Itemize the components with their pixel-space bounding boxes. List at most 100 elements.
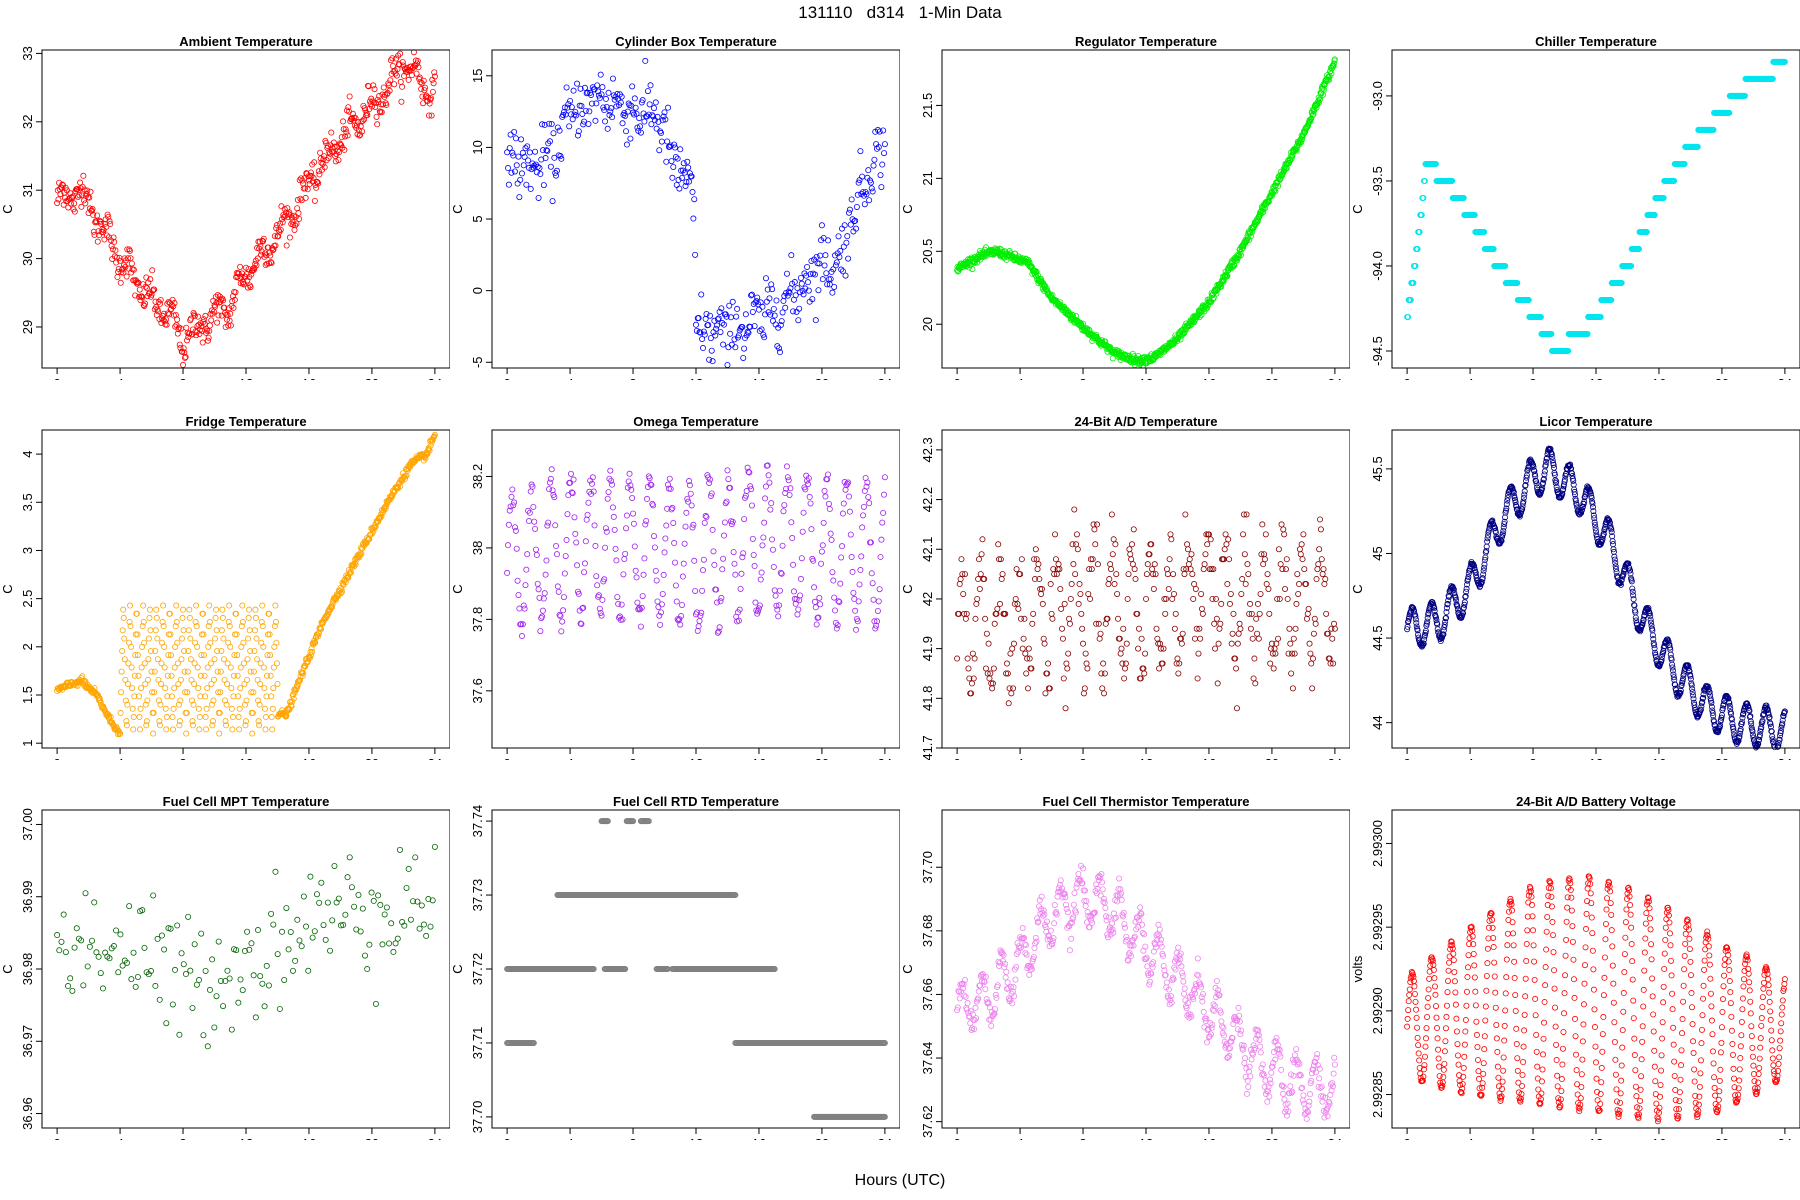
data-point (149, 689, 156, 696)
data-point (1446, 593, 1453, 600)
data-point (1578, 509, 1585, 516)
data-point (1331, 60, 1338, 67)
data-point (836, 253, 843, 260)
data-point (248, 271, 255, 278)
data-point (174, 316, 181, 323)
data-point (253, 262, 260, 269)
y-tick-label: 42 (920, 592, 935, 606)
data-point (1504, 494, 1511, 501)
data-point (160, 602, 167, 609)
data-point (825, 500, 832, 507)
data-point (272, 602, 279, 609)
data-point (413, 70, 420, 77)
data-point (1184, 541, 1191, 548)
data-point (74, 186, 81, 193)
data-point (1122, 660, 1129, 667)
data-point (870, 596, 877, 603)
data-point (211, 656, 218, 663)
data-point (1238, 246, 1245, 253)
data-point (802, 285, 809, 292)
data-point (1149, 566, 1156, 573)
chart-title: Ambient Temperature (179, 34, 312, 49)
data-point (1442, 615, 1449, 622)
data-point (877, 553, 884, 560)
data-point (169, 714, 176, 721)
data-point (1306, 640, 1313, 647)
data-point (231, 631, 238, 638)
data-point (1523, 472, 1530, 479)
data-point (584, 511, 591, 518)
data-point (134, 652, 141, 659)
data-point (273, 639, 280, 646)
data-point (832, 262, 839, 269)
data-point (708, 347, 715, 354)
data-point (105, 234, 112, 241)
data-point (1287, 640, 1294, 647)
data-point (685, 178, 692, 185)
data-point (1080, 640, 1087, 647)
data-point (138, 664, 145, 671)
data-point (1086, 566, 1093, 573)
data-point (727, 330, 734, 337)
data-point (190, 722, 197, 729)
data-point (706, 479, 713, 486)
data-point (717, 329, 724, 336)
data-point (713, 322, 720, 329)
data-point (1658, 657, 1665, 664)
data-point (303, 170, 310, 177)
y-tick-label: -94.0 (1370, 251, 1385, 281)
data-point (153, 606, 160, 613)
data-point (414, 60, 421, 67)
data-point (1266, 610, 1273, 617)
data-point (982, 615, 989, 622)
data-point (723, 313, 730, 320)
data-point (1233, 705, 1240, 712)
data-point (810, 557, 817, 564)
data-point (317, 149, 324, 156)
data-point (675, 176, 682, 183)
data-point (790, 308, 797, 315)
data-point (1207, 536, 1214, 543)
data-point (241, 701, 248, 708)
data-point (346, 93, 353, 100)
x-tick-label: 16 (1652, 376, 1666, 380)
data-point (1138, 635, 1145, 642)
data-point (1548, 330, 1555, 337)
data-point (539, 607, 546, 614)
data-point (965, 665, 972, 672)
data-point (302, 185, 309, 192)
data-point (107, 713, 114, 720)
data-point (551, 494, 558, 501)
data-point (1227, 590, 1234, 597)
x-tick-label: 8 (1529, 376, 1536, 380)
data-point (227, 310, 234, 317)
data-point (835, 598, 842, 605)
data-point (539, 147, 546, 154)
data-point (552, 522, 559, 529)
data-point (563, 84, 570, 91)
data-point (430, 80, 437, 87)
data-point (1573, 502, 1580, 509)
data-point (1049, 615, 1056, 622)
x-tick-label: 4 (566, 376, 573, 380)
data-point (326, 150, 333, 157)
data-point (705, 474, 712, 481)
data-point (1033, 268, 1040, 275)
data-point (593, 100, 600, 107)
data-point (1126, 546, 1133, 553)
data-point (1224, 581, 1231, 588)
data-point (1193, 625, 1200, 632)
data-point (142, 680, 149, 687)
data-point (271, 233, 278, 240)
data-point (180, 606, 187, 613)
data-point (519, 621, 526, 628)
data-point (1647, 616, 1654, 623)
data-point (1221, 546, 1228, 553)
data-point (217, 689, 224, 696)
data-point (218, 647, 225, 654)
chart-title: Regulator Temperature (1075, 34, 1217, 49)
data-point (702, 512, 709, 519)
data-point (998, 576, 1005, 583)
y-tick-label: 15 (470, 69, 485, 83)
data-point (634, 599, 641, 606)
